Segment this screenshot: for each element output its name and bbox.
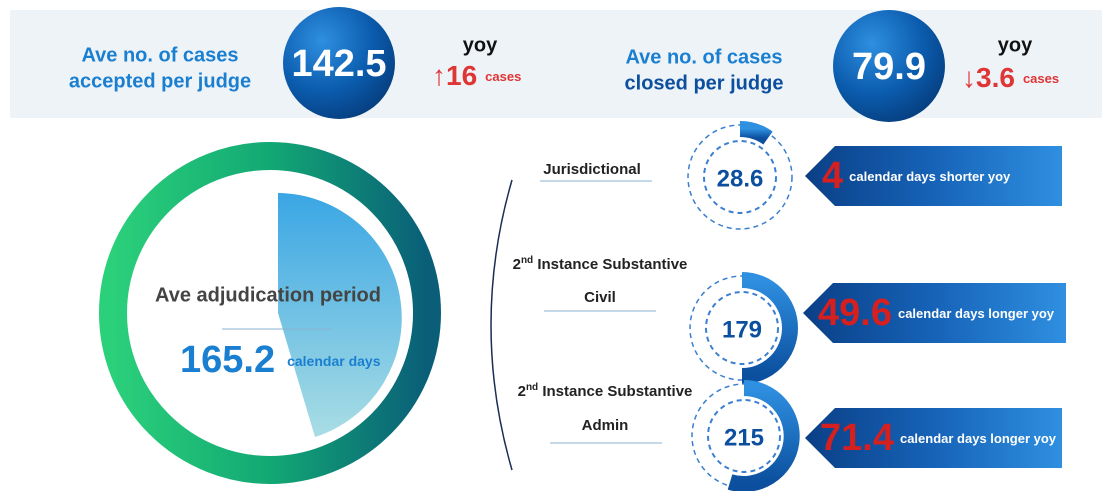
change-value: 3.6 — [976, 62, 1015, 93]
stat-circle — [833, 10, 945, 122]
row-label: 2nd Instance Substantive — [518, 382, 693, 400]
arrow: ↑ — [432, 60, 446, 91]
row-value: 215 — [724, 424, 764, 451]
banner-text: 4 calendar days shorter yoy — [822, 155, 1011, 197]
summary-wedge — [278, 193, 402, 437]
row-label: Admin — [582, 417, 629, 434]
banner-note: calendar days longer yoy — [900, 431, 1057, 446]
change: ↓3.6 cases — [962, 62, 1059, 93]
row-banner — [803, 283, 1066, 343]
summary-ring — [99, 142, 441, 484]
yoy-label: yoy — [998, 34, 1033, 56]
banner-text: 49.6 calendar days longer yoy — [818, 292, 1055, 334]
stat-label: closed per judge — [625, 72, 784, 94]
stat-label: Ave no. of cases — [625, 46, 782, 68]
change-unit: cases — [485, 69, 521, 84]
row-banner — [805, 146, 1062, 206]
label-rest: Instance Substantive — [538, 383, 692, 400]
change-unit: cases — [1023, 71, 1059, 86]
ordinal: 2 — [513, 256, 521, 273]
row-ring — [691, 380, 800, 491]
stat-value: 79.9 — [852, 46, 926, 88]
change: ↑16 cases — [432, 60, 521, 91]
row-value: 28.6 — [717, 165, 764, 192]
ordinal: 2 — [518, 383, 526, 400]
summary-title: Ave adjudication period — [155, 284, 381, 306]
row-label: Jurisdictional — [543, 161, 641, 178]
ordinal-suffix: nd — [526, 382, 538, 393]
row-value: 179 — [722, 316, 762, 343]
row-ring — [687, 120, 793, 230]
summary-unit: calendar days — [287, 353, 381, 369]
stat-value: 142.5 — [291, 43, 386, 85]
stat-circle — [283, 7, 395, 119]
yoy-label: yoy — [463, 34, 498, 56]
banner-change: 71.4 — [820, 417, 894, 459]
banner-change: 49.6 — [818, 292, 892, 334]
bracket — [490, 179, 513, 471]
banner-text: 71.4 calendar days longer yoy — [820, 417, 1057, 459]
banner-change: 4 — [822, 155, 843, 197]
banner-note: calendar days longer yoy — [898, 306, 1055, 321]
label-rest: Instance Substantive — [533, 256, 687, 273]
row-label: 2nd Instance Substantive — [513, 255, 688, 273]
row-ring — [689, 272, 798, 384]
row-banner — [805, 408, 1062, 468]
arrow: ↓ — [962, 62, 976, 93]
stat-label: Ave no. of cases — [81, 44, 238, 66]
row-label: Civil — [584, 289, 616, 306]
summary-value-line: 165.2 calendar days — [180, 339, 381, 381]
ordinal-suffix: nd — [521, 255, 533, 266]
summary-value: 165.2 — [180, 339, 275, 381]
banner-note: calendar days shorter yoy — [849, 169, 1011, 184]
change-value: 16 — [446, 60, 477, 91]
stat-label: accepted per judge — [69, 70, 251, 92]
